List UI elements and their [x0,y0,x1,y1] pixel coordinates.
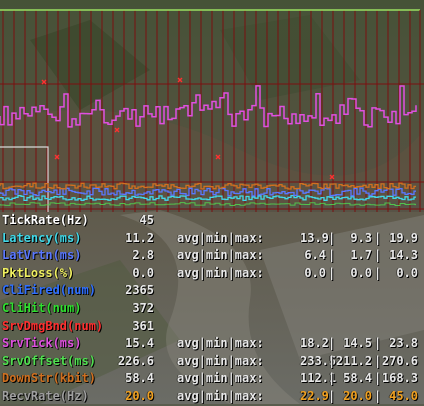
stat-row-srvoffset: SrvOffset(ms) 226.6 avg|min|max: 233.5 | 211.… [0,353,424,371]
stat-avg-min-max-label: avg|min|max: [177,371,264,386]
stat-max: 270.6 [381,353,418,368]
stat-row-clifired: CliFired(num) 2365 [0,282,424,300]
latency-graph-line [0,194,416,202]
stat-value: 20.0 [125,388,154,403]
stat-value: 0.0 [132,265,154,280]
stat-avg-min-max-label: avg|min|max: [177,230,264,245]
stat-value: 226.6 [117,353,154,368]
stat-row-latency: Latency(ms) 11.2 avg|min|max: 13.9 | 9.3 | 19.9 [0,230,424,248]
stat-label: PktLoss(%) [2,265,75,280]
stat-label: Latency(ms) [2,230,82,245]
stat-min: 14.5 [343,336,372,351]
stat-avg-min-max-label: avg|min|max: [177,336,264,351]
stat-value: 361 [132,318,154,333]
stat-value: 11.2 [125,230,154,245]
separator: | [328,336,336,351]
stat-label: RecvRate(Hz) [2,388,89,403]
stat-row-clihit: CliHit(num) 372 [0,300,424,318]
foliage-patch [30,20,150,110]
stat-avg-min-max-label: avg|min|max: [177,388,264,403]
separator: | [374,371,382,386]
stat-value: 372 [132,300,154,315]
stat-value: 2.8 [132,248,154,263]
stat-avg: 13.9 [300,230,329,245]
stat-avg: 18.2 [300,336,329,351]
separator: | [328,248,336,263]
stat-label: CliFired(num) [2,283,96,298]
stat-max: 45.0 [389,388,418,403]
latvrtn-graph-line [0,187,416,197]
separator: | [374,230,382,245]
foliage-patch [0,260,180,404]
stat-max: 0.0 [396,265,418,280]
stat-row-latvrtn: LatVrtn(ms) 2.8 avg|min|max: 6.4 | 1.7 | 14.3 [0,247,424,265]
stat-avg: 233.5 [300,353,337,368]
stat-avg: 6.4 [304,248,326,263]
stat-min: 58.4 [343,371,372,386]
separator: | [328,230,336,245]
netgraph-plot [0,9,424,212]
stat-max: 19.9 [389,230,418,245]
srvtick-graph-line [0,85,417,128]
damage-event-markers [41,77,335,180]
stat-value: 58.4 [125,371,154,386]
separator: | [374,353,382,368]
stat-label: CliHit(num) [2,300,82,315]
stat-row-downstr: DownStr(kbit) 58.4 avg|min|max: 112.1 | 58.4 |… [0,370,424,388]
separator: | [374,336,382,351]
stat-min: 9.3 [350,230,372,245]
stat-row-pktloss: PktLoss(%) 0.0 avg|min|max: 0.0 | 0.0 | 0.0 [0,265,424,283]
stat-min: 211.2 [335,353,372,368]
stat-max: 23.8 [389,336,418,351]
stat-label: SrvDmgBnd(num) [2,318,104,333]
netgraph-white-bracket [0,146,49,212]
stat-value: 45 [139,213,154,227]
stat-label: LatVrtn(ms) [2,248,82,263]
stat-row-recvrate: RecvRate(Hz) 20.0 avg|min|max: 22.9 | 20.0 | 45… [0,388,424,406]
stat-value: 15.4 [125,336,154,351]
netgraph-stats-panel: TickRate(Hz) 45 Latency(ms) 11.2 avg|min|max… [0,212,424,404]
stat-min: 0.0 [350,265,372,280]
stat-avg: 112.1 [300,371,337,386]
stat-row-tickrate: TickRate(Hz) 45 [0,212,424,230]
stat-label: TickRate(Hz) [2,213,89,227]
stat-avg-min-max-label: avg|min|max: [177,248,264,263]
stat-avg: 22.9 [300,388,329,403]
separator: | [374,265,382,280]
separator: | [374,248,382,263]
stat-min: 20.0 [343,388,372,403]
separator: | [328,371,336,386]
stat-row-srvtick: SrvTick(ms) 15.4 avg|min|max: 18.2 | 14.5 | 23.… [0,335,424,353]
stat-label: DownStr(kbit) [2,371,96,386]
stat-max: 168.3 [381,371,418,386]
stat-value: 2365 [125,283,154,298]
rock-slope [260,215,424,360]
downstr-graph-line [0,182,416,190]
separator: | [328,353,336,368]
stat-min: 1.7 [350,248,372,263]
stat-row-srvdmgbnd: SrvDmgBnd(num) 361 [0,318,424,336]
rock-ridge [120,210,300,404]
stat-avg-min-max-label: avg|min|max: [177,265,264,280]
stat-avg: 0.0 [304,265,326,280]
separator: | [328,265,336,280]
separator: | [328,388,336,403]
stat-label: SrvTick(ms) [2,336,82,351]
srvoffset-graph-line [0,202,416,206]
stat-label: SrvOffset(ms) [2,353,96,368]
stat-avg-min-max-label: avg|min|max: [177,353,264,368]
separator: | [374,388,382,403]
foliage-patch [220,15,360,100]
stat-max: 14.3 [389,248,418,263]
